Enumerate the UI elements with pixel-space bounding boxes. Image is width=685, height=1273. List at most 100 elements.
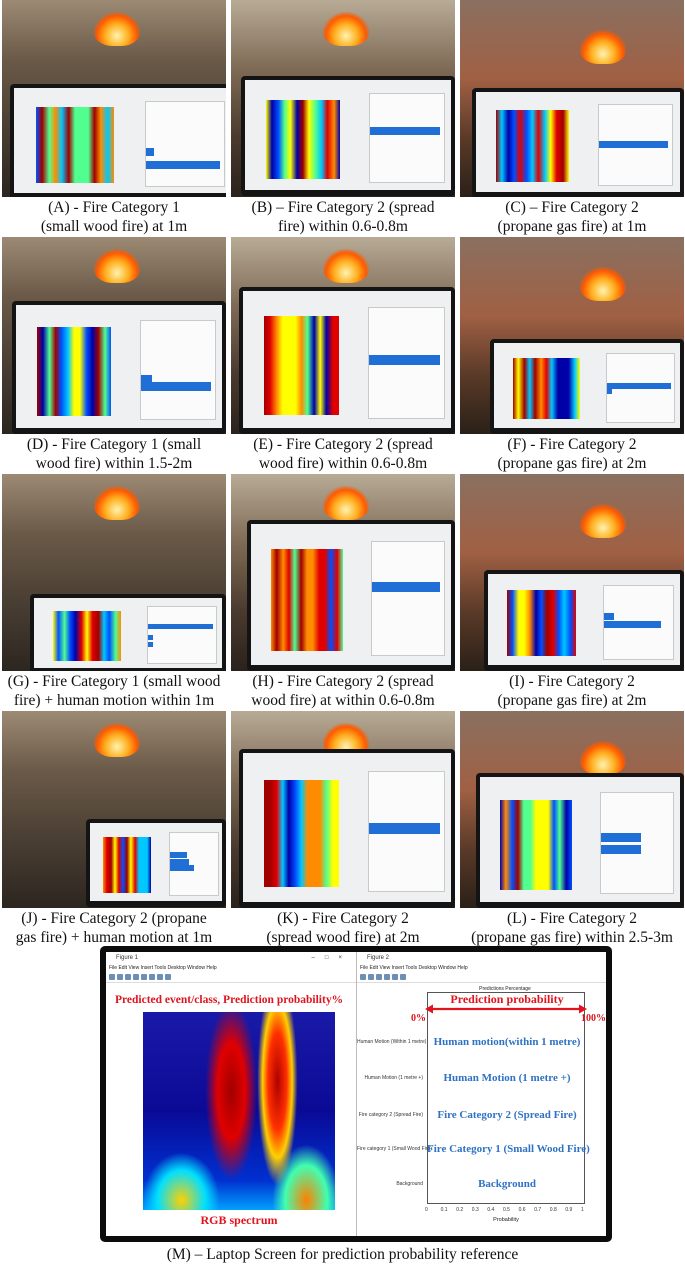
- spectrogram-heatmap: [271, 549, 343, 651]
- caption-d-line2: wood fire) within 1.5-2m: [35, 455, 193, 472]
- zoom-out-icon[interactable]: [400, 974, 406, 980]
- probability-bar: [604, 621, 661, 628]
- photo-i: [460, 474, 684, 671]
- probability-bar: [148, 642, 153, 647]
- panel-j: (J) - Fire Category 2 (propane gas fire) …: [2, 711, 226, 948]
- label-zero-percent: 0%: [411, 1013, 426, 1024]
- laptop: [247, 520, 455, 671]
- laptop-screen: [494, 343, 680, 428]
- photo-b: [231, 0, 455, 197]
- laptop-screen: [251, 524, 451, 665]
- photo-a: [2, 0, 226, 197]
- fire-icon: [580, 504, 626, 538]
- open-icon[interactable]: [117, 974, 123, 980]
- x-tick-label: 0.6: [518, 1207, 526, 1213]
- caption-k-line2: (spread wood fire) at 2m: [266, 929, 420, 946]
- plot-title: Predictions Percentage: [479, 986, 531, 992]
- zoom-out-icon[interactable]: [149, 974, 155, 980]
- figure2-menubar[interactable]: File Edit View Insert Tools Desktop Wind…: [360, 965, 468, 971]
- window-controls-icon[interactable]: –□×: [311, 955, 352, 961]
- zoom-in-icon[interactable]: [141, 974, 147, 980]
- laptop-screen: [243, 291, 451, 428]
- x-tick-label: 0.5: [503, 1207, 510, 1213]
- caption-c-line1: (C) – Fire Category 2: [505, 199, 639, 216]
- print-icon[interactable]: [384, 974, 390, 980]
- figure1-window: Figure 1 –□× File Edit View Insert Tools…: [106, 952, 357, 1236]
- fire-icon: [580, 741, 626, 775]
- probability-plot: [368, 307, 445, 419]
- fire-icon: [323, 486, 369, 520]
- class-annotation: Fire Category 1 (Small Wood Fire): [427, 1143, 590, 1155]
- class-annotation: Human motion(within 1 metre): [433, 1036, 581, 1048]
- caption-g-line1: (G) - Fire Category 1 (small wood: [7, 673, 221, 690]
- caption-h-line2: wood fire) at within 0.6-0.8m: [251, 692, 435, 709]
- spectrogram-heatmap: [264, 316, 339, 415]
- probability-bar: [146, 161, 220, 169]
- spectrogram-heatmap: [266, 100, 340, 179]
- figure1-menubar[interactable]: File Edit View Insert Tools Desktop Wind…: [109, 965, 217, 971]
- caption-j-line2: gas fire) + human motion at 1m: [15, 929, 213, 946]
- laptop: [10, 84, 226, 197]
- laptop: [490, 339, 684, 434]
- probability-plot: [600, 792, 674, 894]
- panel-i: (I) - Fire Category 2 (propane gas fire) …: [460, 474, 684, 711]
- figure2-toolbar[interactable]: [357, 973, 606, 983]
- new-figure-icon[interactable]: [360, 974, 366, 980]
- probability-plot: [369, 93, 445, 183]
- y-axis-class-label: Fire category 1 (Small Wood Fire): [357, 1146, 432, 1152]
- caption-c-line2: (propane gas fire) at 1m: [497, 218, 647, 235]
- probability-plot: [603, 585, 674, 660]
- photo-d: [2, 237, 226, 434]
- probability-bar: [370, 127, 440, 135]
- probability-bar: [170, 865, 194, 871]
- pan-icon[interactable]: [157, 974, 163, 980]
- caption-l-line2: (propane gas fire) within 2.5-3m: [471, 929, 673, 946]
- panel-k: (K) - Fire Category 2 (spread wood fire) …: [231, 711, 455, 948]
- zoom-in-icon[interactable]: [392, 974, 398, 980]
- photo-e: [231, 237, 455, 434]
- y-axis-class-label: Human Motion (1 metre +): [364, 1075, 424, 1081]
- laptop-screen: [245, 80, 451, 190]
- probability-axes: [427, 992, 585, 1204]
- laptop-screen: [480, 777, 680, 902]
- new-figure-icon[interactable]: [109, 974, 115, 980]
- caption-i-line2: (propane gas fire) at 2m: [497, 692, 647, 709]
- photo-l: [460, 711, 684, 908]
- open-icon[interactable]: [368, 974, 374, 980]
- caption-f-line1: (F) - Fire Category 2: [507, 436, 637, 453]
- figure1-toolbar[interactable]: [106, 973, 356, 983]
- photo-g: [2, 474, 226, 671]
- figure2-titlebar: Figure 2: [357, 952, 606, 964]
- caption-a-line2: (small wood fire) at 1m: [40, 218, 188, 235]
- photo-f: [460, 237, 684, 434]
- annotation-prediction-probability: Prediction probability: [450, 992, 564, 1006]
- label-hundred-percent: 100%: [581, 1013, 606, 1024]
- spectrogram-heatmap: [143, 1012, 335, 1210]
- caption-a-line1: (A) - Fire Category 1: [48, 199, 180, 216]
- annotation-rgb-spectrum: RGB spectrum: [200, 1213, 278, 1227]
- save-icon[interactable]: [376, 974, 382, 980]
- probability-bar: [369, 355, 440, 365]
- x-axis-label: Probability: [493, 1217, 519, 1223]
- caption-m: (M) – Laptop Screen for prediction proba…: [166, 1246, 519, 1263]
- panel-g: (G) - Fire Category 1 (small wood fire) +…: [2, 474, 226, 711]
- y-axis-class-label: Human Motion (Within 1 metre): [357, 1039, 427, 1045]
- fire-icon: [580, 30, 626, 64]
- laptop-screen: [488, 574, 680, 665]
- x-tick-label: 0.1: [440, 1207, 448, 1213]
- save-icon[interactable]: [125, 974, 131, 980]
- x-tick-label: 0: [425, 1207, 428, 1213]
- laptop: [241, 76, 455, 196]
- probability-plot: [368, 771, 445, 892]
- fire-icon: [94, 723, 140, 757]
- spectrogram-heatmap: [496, 110, 569, 182]
- probability-bar: [170, 859, 189, 865]
- print-icon[interactable]: [133, 974, 139, 980]
- probability-bar: [141, 382, 211, 391]
- laptop: [476, 773, 684, 908]
- caption-e-line2: wood fire) within 0.6-0.8m: [258, 455, 428, 472]
- data-cursor-icon[interactable]: [165, 974, 171, 980]
- probability-bar: [148, 624, 213, 629]
- spectrogram-heatmap: [513, 358, 580, 419]
- fire-icon: [580, 267, 626, 301]
